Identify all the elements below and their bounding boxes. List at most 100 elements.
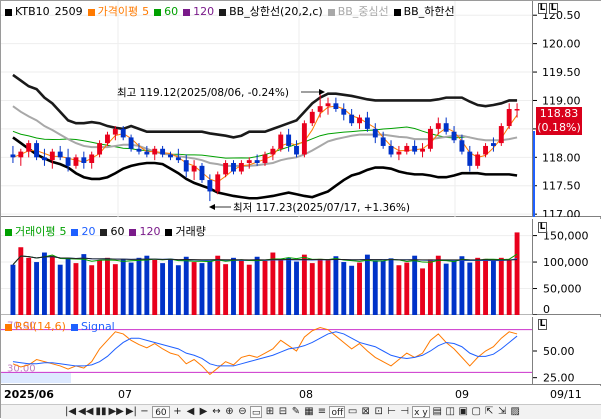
vol-ma-5: 5: [59, 225, 67, 238]
x-axis-month-09: 09: [455, 388, 469, 401]
toolbar-collapse-button[interactable]: ⇲: [497, 406, 507, 417]
volume-bar: [199, 263, 205, 315]
volume-chart: [1, 232, 532, 315]
rsi-level-30-label: 30.00: [7, 363, 36, 374]
current-change-tag: (0.18%): [536, 121, 582, 135]
volume-tick-label: 150,000: [543, 230, 589, 243]
volume-bar: [294, 261, 299, 315]
volume-bar: [483, 258, 488, 315]
candle-body: [490, 143, 496, 146]
rsi-axis-badge[interactable]: L: [538, 319, 547, 330]
toolbar-window-button[interactable]: ▭: [249, 406, 263, 418]
volume-bar: [427, 259, 433, 315]
toolbar-x-box-button[interactable]: ⊠: [361, 406, 370, 417]
volume-bar: [223, 264, 229, 315]
toolbar-scroll-right-button[interactable]: ▶: [199, 406, 208, 417]
toolbar-pattern-button[interactable]: ▨: [510, 406, 520, 417]
volume-bar: [112, 264, 118, 315]
candle-body: [215, 174, 221, 192]
volume-bar: [152, 259, 158, 315]
zoom-value-field[interactable]: 60: [151, 406, 170, 418]
toolbar-list-button[interactable]: ≡: [317, 406, 327, 417]
volume-bar: [301, 254, 307, 315]
price-axis-badge[interactable]: L: [538, 3, 547, 14]
toolbar-split-button[interactable]: ◫: [445, 406, 455, 417]
oversold-shading: [1, 372, 71, 383]
low-annotation: 최저 117.23(2025/07/17, +1.36%): [233, 202, 410, 214]
price-pane[interactable]: 최고 119.12(2025/08/06, -0.24%) 최저 117.23(2…: [1, 1, 532, 217]
price-y-axis[interactable]: 120.50120.00119.50119.00118.50118.00117.…: [532, 1, 601, 217]
candle-body: [34, 143, 40, 158]
volume-bar: [262, 261, 268, 315]
volume-bar: [349, 265, 355, 315]
volume-pane[interactable]: 거래이평 5 20 60 120 거래량: [1, 219, 532, 315]
candle-body: [309, 111, 315, 124]
volume-y-axis[interactable]: 150,000 100,000 50,000 0: [532, 219, 601, 315]
volume-bar: [357, 262, 362, 315]
toolbar-draw-button[interactable]: ✎: [291, 406, 301, 417]
toolbar-expand-button[interactable]: ⇱: [484, 406, 494, 417]
x-axis[interactable]: 2025/06 07 08 09 09/11: [1, 386, 601, 404]
toolbar-zoom-in-button[interactable]: +: [173, 406, 182, 417]
price-ma-120: 120: [193, 5, 215, 18]
toolbar-prev-button[interactable]: ◀◀: [78, 406, 94, 417]
candle-body: [18, 151, 24, 158]
rsi-pane[interactable]: 70.00 30.00 RSI(14,6) Signal: [1, 317, 532, 385]
candle-body: [498, 126, 504, 144]
volume-bar: [372, 260, 378, 315]
toolbar-next-button[interactable]: ▶▶: [108, 406, 124, 417]
candle-body: [10, 154, 16, 158]
toolbar-cross-button[interactable]: ⊡: [374, 406, 383, 417]
candle-body: [451, 131, 457, 141]
toolbar-square-button[interactable]: ▣: [458, 406, 468, 417]
toolbar-pause-button[interactable]: ▮▮: [95, 406, 107, 417]
vol-ma-60: 60: [110, 225, 125, 238]
toolbar-last-button[interactable]: ▶|: [125, 406, 137, 417]
toolbar-off-toggle[interactable]: off: [329, 406, 346, 418]
toolbar-panel-button[interactable]: ▤: [432, 406, 442, 417]
candle-body: [152, 148, 158, 155]
toolbar-layout-button[interactable]: ⊟: [278, 406, 288, 417]
price-axis-badge-2[interactable]: L: [549, 3, 558, 14]
volume-bar: [183, 256, 189, 315]
toolbar-left-bracket-button[interactable]: ⊢: [387, 406, 397, 417]
toolbar-right-bracket-button[interactable]: ⊣: [400, 406, 410, 417]
bb-upper-marker: [219, 8, 227, 16]
volume-bar: [42, 252, 47, 315]
toolbar-fit-button[interactable]: ↔: [212, 406, 221, 417]
toolbar-zoom-out-button[interactable]: −: [140, 406, 149, 417]
volume-y-axis-ticks: 150,000 100,000 50,000 0: [533, 230, 589, 315]
toolbar-magnify-in-button[interactable]: ⊕: [225, 406, 234, 417]
rsi-level-70-label: 70.00: [7, 321, 36, 332]
toolbar-table-button[interactable]: ▦: [304, 406, 314, 417]
volume-tick-label: 0: [543, 303, 550, 315]
toolbar-frame-button[interactable]: ▭: [347, 406, 358, 417]
vol-ma-marker: [5, 228, 12, 236]
volume-axis-badge[interactable]: L: [538, 222, 547, 233]
vol-ma-60-marker: [100, 228, 108, 236]
toolbar-grid-button[interactable]: ⊞: [265, 406, 275, 417]
volume-bar: [333, 256, 339, 315]
candle-body: [412, 145, 418, 152]
vol-ma-120: 120: [139, 225, 161, 238]
candle-body: [73, 157, 79, 166]
toolbar-magnify-out-button[interactable]: ⊖: [238, 406, 247, 417]
price-tick-label: 117.50: [542, 180, 581, 193]
volume-bar: [490, 261, 496, 315]
toolbar-first-button[interactable]: |◀: [65, 406, 77, 417]
candle-body: [294, 145, 299, 155]
signal-line: [12, 331, 518, 367]
candle-body: [49, 151, 55, 161]
toolbar-empty-button[interactable]: ▢: [471, 406, 481, 417]
toolbar-scroll-left-button[interactable]: ◀: [186, 406, 195, 417]
toolbar-xy-toggle[interactable]: x y: [412, 406, 430, 418]
price-tick-label: 118.00: [542, 151, 581, 164]
volume-bar: [278, 259, 284, 315]
candle-body: [128, 137, 134, 149]
volume-bar: [10, 264, 16, 315]
price-ma-label: 가격이평: [97, 5, 139, 18]
x-axis-month-07: 07: [118, 388, 132, 401]
candle-body: [26, 143, 32, 152]
candle-body: [144, 151, 150, 155]
